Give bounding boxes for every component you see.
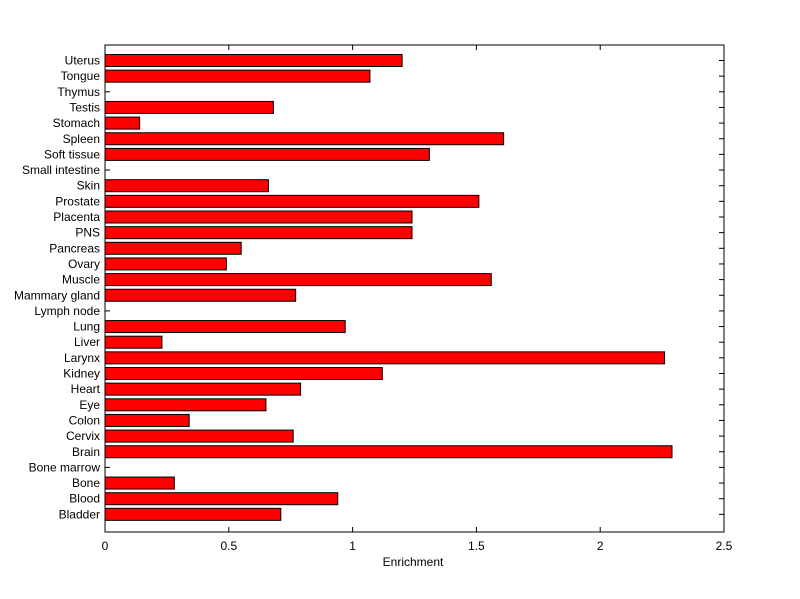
category-label: Colon: [69, 413, 100, 427]
category-label: Eye: [79, 398, 100, 412]
category-label: Bone: [72, 476, 100, 490]
x-tick-labels: 0 0.5 1 1.5 2 2.5: [102, 539, 733, 553]
x-tick-label: 0.5: [220, 539, 237, 553]
category-label: Small intestine: [22, 163, 100, 177]
category-label: Lymph node: [34, 304, 100, 318]
category-label: Prostate: [55, 194, 100, 208]
x-tick-label: 0: [102, 539, 109, 553]
bars: [104, 54, 673, 521]
bar-tongue: [104, 69, 371, 83]
category-label: Bone marrow: [29, 460, 101, 474]
bar-pns: [104, 226, 413, 240]
category-label: Pancreas: [49, 241, 100, 255]
bar-colon: [104, 413, 190, 427]
bar-cervix: [104, 429, 294, 443]
bar-prostate: [104, 194, 480, 208]
category-label: Soft tissue: [44, 147, 100, 161]
category-label: Bladder: [59, 507, 100, 521]
bar-placenta: [104, 210, 413, 224]
bar-skin: [104, 179, 269, 193]
category-label: Stomach: [53, 116, 100, 130]
bar-blood: [104, 492, 339, 506]
x-tick-label: 1: [349, 539, 356, 553]
plot-area: [104, 44, 725, 533]
category-label: Mammary gland: [14, 288, 100, 302]
category-label: Thymus: [57, 85, 100, 99]
category-label: Blood: [69, 492, 100, 506]
category-label: Ovary: [68, 257, 100, 271]
category-label: Skin: [77, 179, 100, 193]
category-label: Lung: [73, 320, 100, 334]
category-label: Tongue: [61, 69, 101, 83]
category-label: Brain: [72, 445, 100, 459]
bar-eye: [104, 398, 267, 412]
bar-pancreas: [104, 241, 242, 255]
category-label: Larynx: [64, 351, 100, 365]
bar-stomach: [104, 116, 141, 130]
category-label: PNS: [75, 226, 100, 240]
category-label: Testis: [69, 100, 100, 114]
bar-spleen: [104, 132, 505, 146]
x-axis-label: Enrichment: [383, 555, 444, 569]
category-label: Uterus: [65, 54, 100, 68]
bar-brain: [104, 445, 673, 459]
category-label: Placenta: [53, 210, 100, 224]
bar-muscle: [104, 273, 492, 287]
x-tick-label: 2: [597, 539, 604, 553]
category-label: Kidney: [63, 367, 100, 381]
bar-mammary-gland: [104, 288, 297, 302]
category-label: Liver: [74, 335, 100, 349]
bar-liver: [104, 335, 163, 349]
bar-ovary: [104, 257, 227, 271]
bar-heart: [104, 382, 302, 396]
bar-kidney: [104, 367, 383, 380]
category-label: Cervix: [66, 429, 100, 443]
bar-soft-tissue: [104, 147, 430, 161]
x-tick-label: 1.5: [468, 539, 485, 553]
bar-larynx: [104, 351, 666, 365]
bar-testis: [104, 100, 274, 114]
category-label: Heart: [71, 382, 101, 396]
bar-bone: [104, 476, 175, 490]
category-label: Muscle: [62, 273, 100, 287]
x-tick-label: 2.5: [716, 539, 733, 553]
bar-uterus: [104, 54, 403, 67]
bar-lung: [104, 320, 346, 334]
category-label: Spleen: [63, 132, 100, 146]
bar-bladder: [104, 507, 282, 521]
